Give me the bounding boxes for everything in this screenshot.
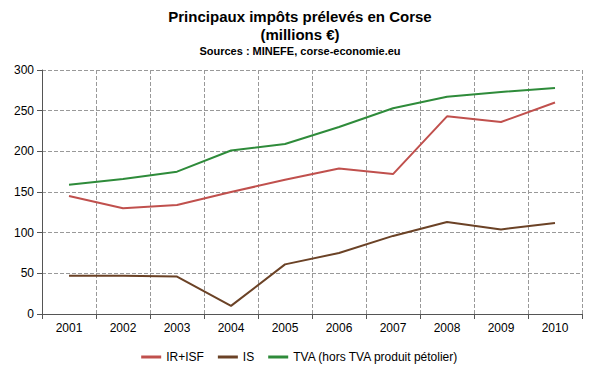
svg-text:2004: 2004 xyxy=(218,321,245,335)
svg-text:IR+ISF: IR+ISF xyxy=(166,350,204,364)
svg-text:Principaux impôts prélevés en: Principaux impôts prélevés en Corse xyxy=(168,8,431,25)
svg-text:2008: 2008 xyxy=(434,321,461,335)
svg-text:200: 200 xyxy=(14,144,34,158)
svg-text:(millions €): (millions €) xyxy=(260,26,339,43)
svg-text:TVA (hors TVA produit pétolier: TVA (hors TVA produit pétolier) xyxy=(293,350,457,364)
svg-text:Sources : MINEFE, corse-econom: Sources : MINEFE, corse-economie.eu xyxy=(199,45,400,57)
svg-text:2010: 2010 xyxy=(542,321,569,335)
svg-text:2007: 2007 xyxy=(380,321,407,335)
svg-text:2006: 2006 xyxy=(326,321,353,335)
svg-text:100: 100 xyxy=(14,226,34,240)
svg-text:2009: 2009 xyxy=(488,321,515,335)
svg-text:50: 50 xyxy=(21,266,35,280)
svg-text:2005: 2005 xyxy=(272,321,299,335)
svg-text:0: 0 xyxy=(27,307,34,321)
svg-text:300: 300 xyxy=(14,63,34,77)
svg-text:IS: IS xyxy=(243,350,254,364)
svg-text:2001: 2001 xyxy=(56,321,83,335)
svg-text:250: 250 xyxy=(14,104,34,118)
svg-text:2003: 2003 xyxy=(164,321,191,335)
svg-text:150: 150 xyxy=(14,185,34,199)
svg-text:2002: 2002 xyxy=(110,321,137,335)
